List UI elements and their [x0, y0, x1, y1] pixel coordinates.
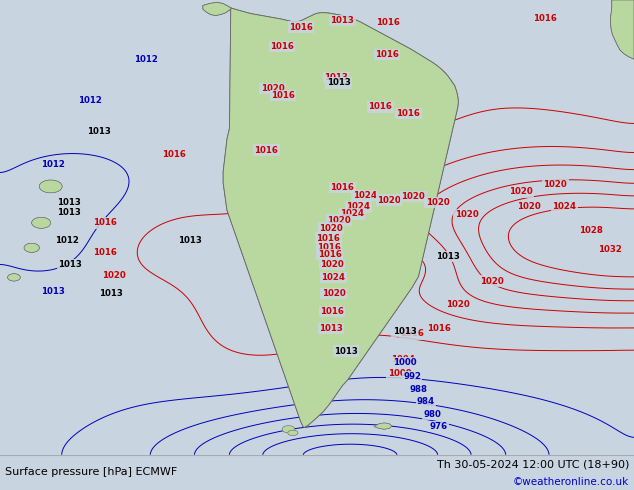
- Text: 1012: 1012: [41, 160, 65, 169]
- Ellipse shape: [39, 180, 62, 193]
- Ellipse shape: [282, 426, 295, 433]
- Text: 1020: 1020: [509, 187, 533, 196]
- Text: 1016: 1016: [320, 307, 344, 316]
- Text: 992: 992: [403, 372, 421, 381]
- Ellipse shape: [24, 243, 39, 252]
- Ellipse shape: [24, 243, 39, 252]
- Text: 1016: 1016: [316, 234, 340, 243]
- Text: 1016: 1016: [533, 14, 557, 23]
- Text: 1020: 1020: [455, 210, 479, 219]
- Text: 1020: 1020: [480, 276, 504, 286]
- Text: 976: 976: [430, 422, 448, 431]
- Text: 1016: 1016: [427, 324, 451, 333]
- Ellipse shape: [32, 218, 51, 228]
- Text: 1020: 1020: [319, 224, 343, 233]
- Text: 1013: 1013: [324, 73, 348, 82]
- Text: 1016: 1016: [271, 91, 295, 100]
- Text: 1016: 1016: [375, 50, 399, 59]
- Text: ©weatheronline.co.uk: ©weatheronline.co.uk: [513, 477, 629, 487]
- Text: 1016: 1016: [318, 250, 342, 259]
- Text: 1020: 1020: [377, 196, 401, 205]
- Text: 988: 988: [410, 385, 427, 394]
- Text: 1024: 1024: [321, 273, 346, 282]
- Text: 1020: 1020: [425, 198, 450, 207]
- Text: 1016: 1016: [400, 329, 424, 338]
- Text: 1013: 1013: [327, 78, 351, 87]
- Text: 1016: 1016: [317, 243, 341, 252]
- Text: 1016: 1016: [93, 219, 117, 227]
- Text: 1020: 1020: [327, 216, 351, 224]
- Polygon shape: [374, 423, 392, 429]
- Text: 1016: 1016: [270, 42, 294, 51]
- Polygon shape: [223, 8, 458, 427]
- Text: 1020: 1020: [320, 260, 344, 269]
- Polygon shape: [203, 2, 231, 16]
- Ellipse shape: [39, 180, 62, 193]
- Text: 1013: 1013: [334, 346, 358, 356]
- Ellipse shape: [32, 218, 51, 228]
- Polygon shape: [223, 8, 458, 427]
- Text: 1024: 1024: [340, 209, 364, 218]
- Text: 1013: 1013: [436, 252, 460, 261]
- Text: 1024: 1024: [353, 191, 377, 200]
- Text: 1000: 1000: [387, 369, 411, 378]
- Text: 1032: 1032: [598, 245, 622, 254]
- Text: 1016: 1016: [396, 109, 420, 118]
- Text: 1020: 1020: [102, 270, 126, 280]
- Text: 1016: 1016: [289, 23, 313, 32]
- Text: 1013: 1013: [178, 236, 202, 245]
- Text: 1024: 1024: [346, 202, 370, 211]
- Text: 1013: 1013: [56, 198, 81, 207]
- Text: 1020: 1020: [401, 192, 425, 201]
- Text: 1016: 1016: [330, 183, 354, 192]
- Text: 1024: 1024: [552, 202, 576, 211]
- Text: 1013: 1013: [56, 208, 81, 217]
- Text: 1012: 1012: [134, 54, 158, 64]
- Text: 1016: 1016: [368, 102, 392, 111]
- Polygon shape: [374, 423, 392, 429]
- Text: 1013: 1013: [87, 127, 111, 136]
- Ellipse shape: [8, 274, 20, 281]
- Text: Surface pressure [hPa] ECMWF: Surface pressure [hPa] ECMWF: [5, 466, 178, 477]
- Text: 1013: 1013: [319, 324, 343, 333]
- Text: 1013: 1013: [58, 260, 82, 269]
- Ellipse shape: [8, 274, 20, 281]
- Text: 1016: 1016: [254, 146, 278, 154]
- Text: 1012: 1012: [78, 97, 102, 105]
- Polygon shape: [611, 0, 634, 59]
- Text: 980: 980: [424, 410, 441, 419]
- Text: 1013: 1013: [41, 287, 65, 295]
- Polygon shape: [203, 2, 231, 16]
- Text: 1000: 1000: [392, 358, 417, 368]
- Polygon shape: [611, 0, 634, 59]
- Text: 1020: 1020: [321, 289, 346, 298]
- Ellipse shape: [288, 430, 298, 436]
- Text: 984: 984: [417, 397, 435, 407]
- Text: 1020: 1020: [517, 202, 541, 211]
- Text: 1020: 1020: [543, 180, 567, 189]
- Text: 1013: 1013: [99, 289, 123, 298]
- Text: 1016: 1016: [376, 18, 400, 27]
- Text: 1028: 1028: [579, 226, 603, 236]
- Text: 1016: 1016: [162, 150, 186, 159]
- Text: 1016: 1016: [93, 248, 117, 257]
- Text: 1020: 1020: [261, 84, 285, 93]
- Text: 1012: 1012: [55, 236, 79, 245]
- Text: 1004: 1004: [391, 355, 415, 364]
- Text: 1020: 1020: [446, 300, 470, 309]
- Text: Th 30-05-2024 12:00 UTC (18+90): Th 30-05-2024 12:00 UTC (18+90): [437, 460, 629, 469]
- Text: 1013: 1013: [392, 326, 417, 336]
- Text: 1013: 1013: [330, 16, 354, 25]
